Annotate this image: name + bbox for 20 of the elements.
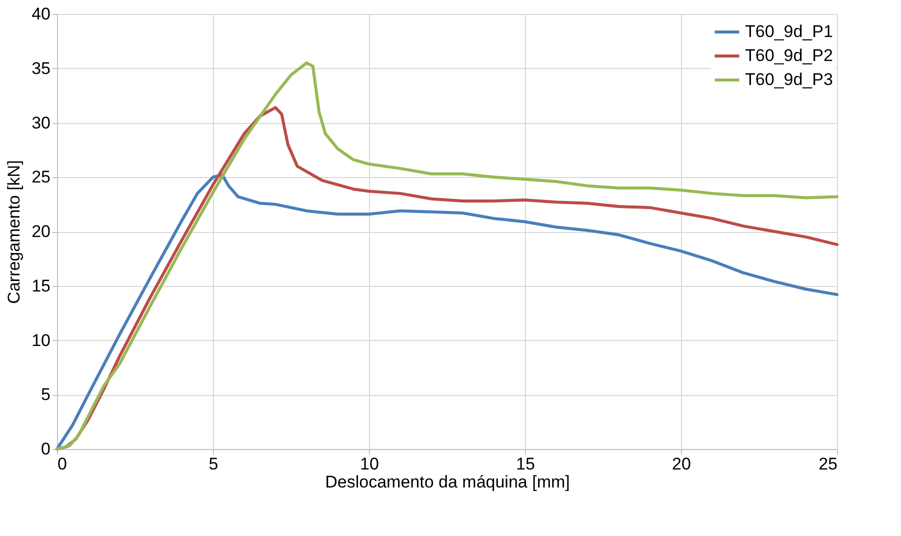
x-tick-label: 5	[208, 454, 218, 474]
y-tick-label: 25	[32, 168, 50, 187]
legend-label: T60_9d_P2	[745, 46, 833, 65]
y-tick-label: 40	[32, 4, 50, 24]
x-tick-label: 20	[672, 454, 691, 474]
x-tick-label: 25	[818, 454, 838, 474]
y-axis-title: Carregamento [kN]	[4, 160, 24, 304]
y-tick-label: 20	[32, 222, 50, 241]
legend-label: T60_9d_P1	[745, 22, 833, 41]
x-tick-label: 15	[516, 454, 535, 474]
y-tick-label: 35	[32, 58, 50, 78]
y-tick-label: 5	[41, 385, 50, 404]
y-tick-label: 15	[32, 276, 50, 296]
y-tick-label: 0	[41, 440, 50, 458]
x-tick-label: 10	[360, 454, 379, 474]
x-tick-label: 0	[58, 454, 67, 474]
legend-label: T60_9d_P3	[745, 70, 833, 89]
y-tick-label: 30	[32, 113, 50, 132]
y-tick-label: 10	[32, 330, 50, 350]
x-axis-title: Deslocamento da máquina [mm]	[325, 472, 570, 492]
